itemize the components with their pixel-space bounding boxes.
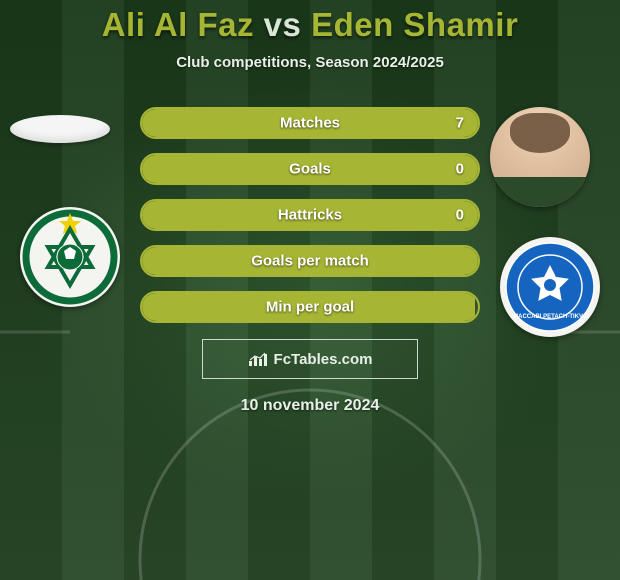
stat-label: Goals per match — [251, 253, 369, 270]
player2-name: Eden Shamir — [311, 6, 518, 43]
watermark: FcTables.com — [202, 339, 418, 379]
player1-name: Ali Al Faz — [102, 6, 254, 43]
stat-label: Goals — [289, 161, 331, 178]
stat-label: Min per goal — [266, 299, 354, 316]
comparison-title: Ali Al Faz vs Eden Shamir — [0, 6, 620, 44]
stat-value-right: 0 — [456, 207, 464, 224]
stat-label: Hattricks — [278, 207, 342, 224]
infographic-container: Ali Al Faz vs Eden Shamir Club competiti… — [0, 0, 620, 580]
stat-label: Matches — [280, 115, 340, 132]
player2-avatar — [490, 107, 590, 207]
player1-club-crest — [20, 207, 120, 307]
stat-row-matches: Matches 7 — [140, 107, 480, 139]
stat-row-goals-per-match: Goals per match — [140, 245, 480, 277]
date: 10 november 2024 — [0, 397, 620, 415]
main-panel: MACCABI PETACH-TIKVA Matches 7 Goals 0 H… — [0, 107, 620, 415]
vs-text: vs — [264, 6, 302, 43]
player2-club-crest: MACCABI PETACH-TIKVA — [500, 237, 600, 337]
stat-value-right: 0 — [456, 161, 464, 178]
watermark-text: FcTables.com — [274, 351, 373, 368]
subtitle: Club competitions, Season 2024/2025 — [0, 54, 620, 71]
stat-row-min-per-goal: Min per goal — [140, 291, 480, 323]
stat-rows: Matches 7 Goals 0 Hattricks 0 Goals per … — [140, 107, 480, 323]
stat-row-goals: Goals 0 — [140, 153, 480, 185]
svg-text:MACCABI PETACH-TIKVA: MACCABI PETACH-TIKVA — [513, 314, 587, 320]
stat-value-right: 7 — [456, 115, 464, 132]
player1-avatar — [10, 115, 110, 143]
stat-row-hattricks: Hattricks 0 — [140, 199, 480, 231]
chart-icon — [248, 351, 268, 367]
